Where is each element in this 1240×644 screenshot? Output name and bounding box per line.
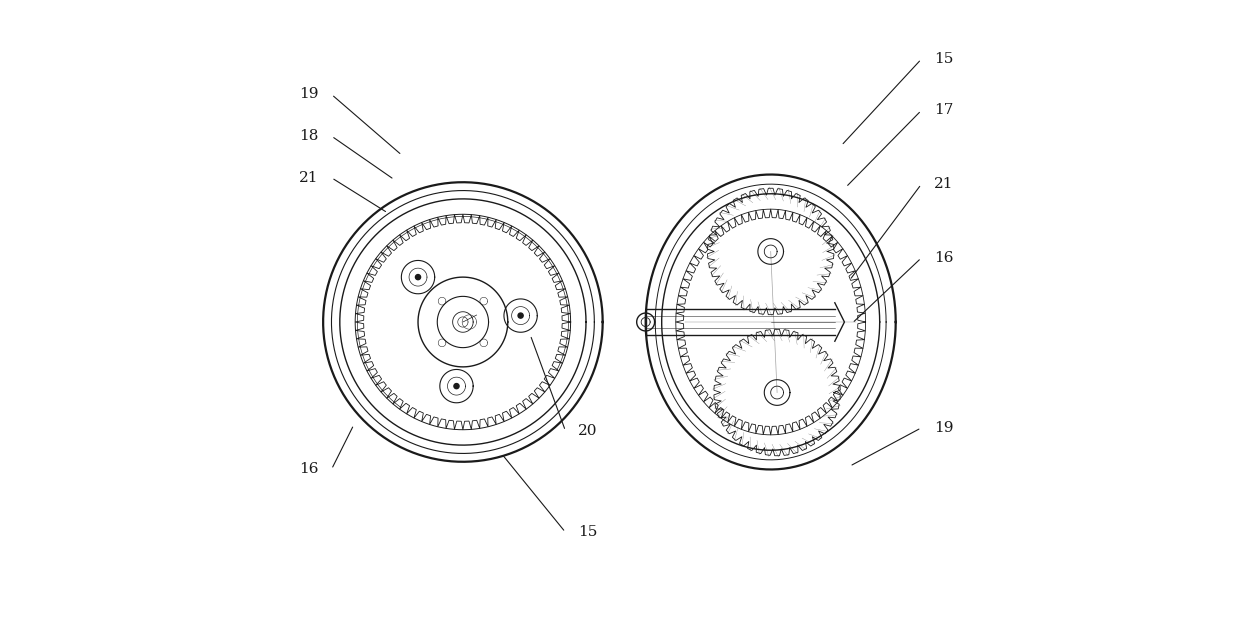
Text: 16: 16 xyxy=(299,462,319,477)
Text: 19: 19 xyxy=(934,421,954,435)
Circle shape xyxy=(415,274,420,279)
Text: 17: 17 xyxy=(934,104,954,117)
Circle shape xyxy=(518,313,523,318)
Circle shape xyxy=(454,384,459,389)
Text: 15: 15 xyxy=(578,526,598,539)
Text: 20: 20 xyxy=(578,424,598,438)
Text: 21: 21 xyxy=(299,171,319,185)
Text: 16: 16 xyxy=(934,251,954,265)
Text: 18: 18 xyxy=(299,129,319,143)
Text: 21: 21 xyxy=(934,177,954,191)
Text: 15: 15 xyxy=(934,52,954,66)
Text: 19: 19 xyxy=(299,88,319,101)
